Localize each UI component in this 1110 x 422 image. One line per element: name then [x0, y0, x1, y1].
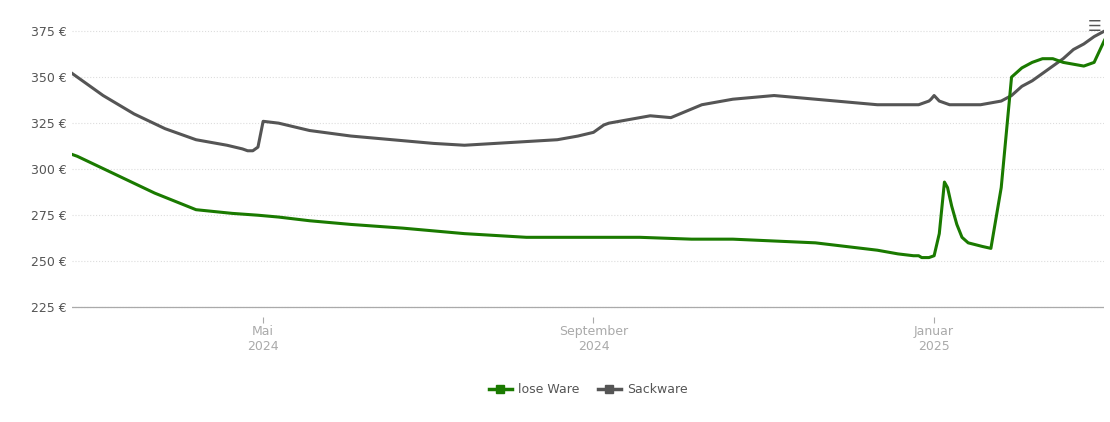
Text: ☰: ☰	[1088, 19, 1101, 34]
Legend: lose Ware, Sackware: lose Ware, Sackware	[484, 379, 693, 401]
